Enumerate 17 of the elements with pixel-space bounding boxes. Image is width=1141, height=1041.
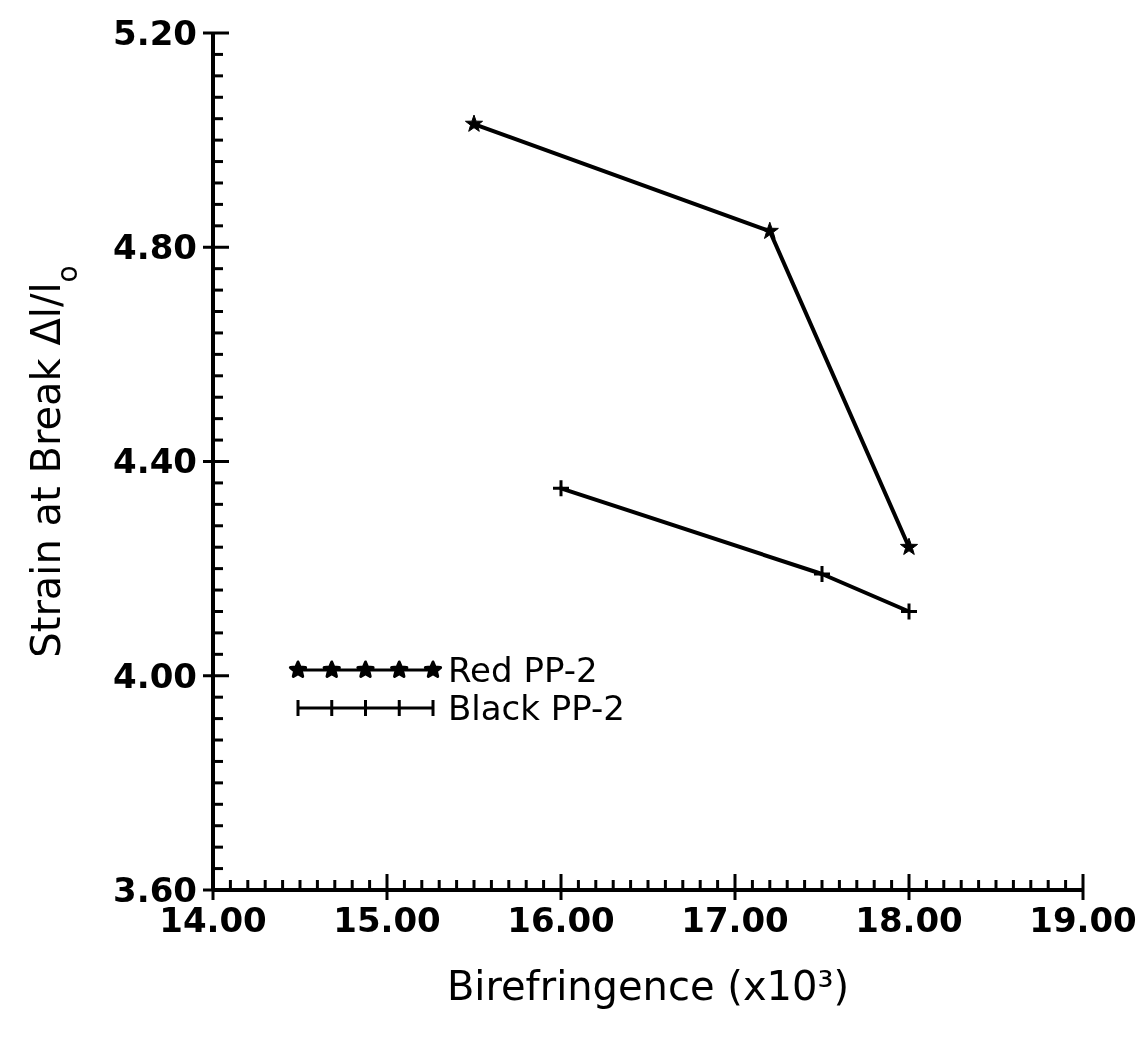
point xyxy=(899,537,919,555)
point xyxy=(551,478,571,498)
y-tick-label: 5.20 xyxy=(113,12,197,53)
x-tick-label: 16.00 xyxy=(507,900,615,940)
point xyxy=(899,601,919,621)
x-tick-label: 15.00 xyxy=(333,900,441,940)
legend-label: Red PP-2 xyxy=(448,650,598,690)
x-axis-title: Birefringence (x10³) xyxy=(446,963,850,1009)
point xyxy=(464,114,484,132)
y-tick-label: 4.80 xyxy=(113,227,197,268)
x-tick-label: 17.00 xyxy=(681,900,789,940)
point xyxy=(812,564,832,584)
x-tick-label: 18.00 xyxy=(855,900,963,940)
x-tick-label: 19.00 xyxy=(1029,900,1137,940)
y-tick-label: 4.40 xyxy=(113,441,197,482)
y-tick-label: 4.00 xyxy=(113,655,197,696)
legend-label: Black PP-2 xyxy=(448,688,625,728)
